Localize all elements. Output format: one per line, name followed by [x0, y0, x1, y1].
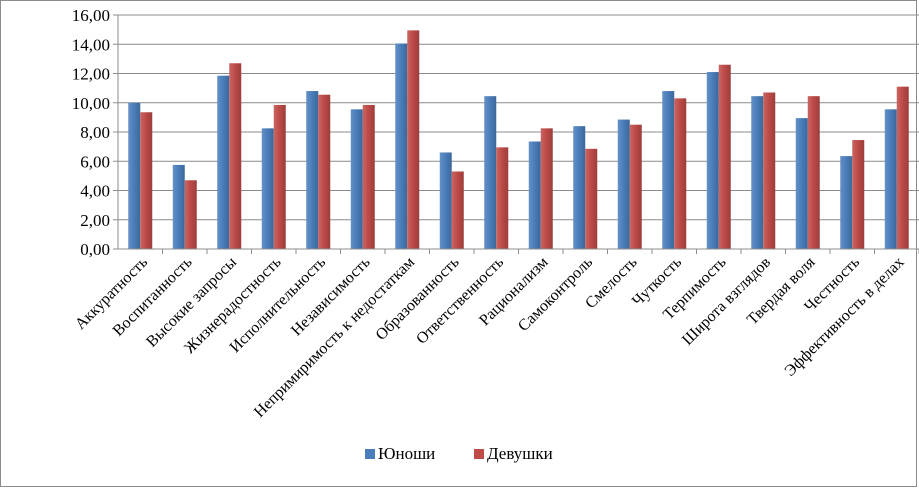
y-tick-label: 12,00 — [72, 65, 110, 84]
bar-series-2 — [140, 112, 153, 249]
bar-series-2 — [674, 98, 687, 249]
bar-series-1 — [128, 102, 141, 249]
bar-series-2 — [896, 86, 909, 249]
bar-series-1 — [706, 72, 719, 249]
gridlines — [118, 14, 919, 221]
bar-series-2 — [718, 64, 731, 249]
y-tick-label: 2,00 — [80, 211, 110, 230]
bars — [128, 30, 909, 250]
bar-series-1 — [528, 141, 541, 249]
y-tick-label: 14,00 — [72, 35, 110, 54]
category-label: Непримиримость к недостаткам — [251, 254, 418, 421]
bar-series-1 — [306, 91, 319, 249]
y-tick-label: 16,00 — [72, 6, 110, 25]
y-tick-label: 6,00 — [80, 152, 110, 171]
bar-series-1 — [573, 126, 586, 249]
axes — [113, 14, 919, 254]
legend-swatch — [365, 449, 375, 459]
bar-series-1 — [172, 164, 185, 249]
bar-series-2 — [318, 94, 331, 249]
bar-series-1 — [884, 109, 897, 249]
bar-series-2 — [184, 180, 197, 249]
bar-series-1 — [751, 96, 764, 249]
bar-series-2 — [540, 128, 553, 249]
bar-series-2 — [273, 104, 286, 249]
legend-swatch — [474, 449, 484, 459]
category-label: Воспитанность — [110, 254, 196, 340]
bar-series-2 — [629, 124, 642, 249]
y-tick-label: 4,00 — [80, 182, 110, 201]
bar-series-1 — [617, 119, 630, 249]
bar-series-1 — [350, 109, 363, 249]
bar-series-2 — [763, 92, 776, 249]
bar-series-2 — [407, 30, 420, 250]
y-tick-label: 8,00 — [80, 123, 110, 142]
bar-series-1 — [395, 43, 408, 249]
bar-series-1 — [217, 75, 230, 249]
y-tick-labels: 0,00 2,00 4,00 6,00 8,00 10,00 12,00 14,00 16,00 — [72, 6, 110, 259]
bar-series-2 — [852, 140, 865, 249]
bar-series-2 — [496, 147, 509, 249]
bar-series-2 — [362, 104, 375, 249]
legend-label: Юноши — [378, 444, 435, 463]
category-label: Независимость — [288, 254, 374, 340]
bar-series-2 — [229, 63, 242, 250]
bar-series-1 — [662, 91, 675, 249]
bar-series-2 — [585, 148, 598, 249]
legend: Юноши Девушки — [365, 444, 553, 463]
bar-series-2 — [807, 96, 820, 249]
bar-series-1 — [484, 96, 497, 249]
bar-series-1 — [840, 156, 853, 249]
legend-label: Девушки — [487, 444, 553, 463]
bar-series-2 — [451, 171, 464, 249]
bar-series-1 — [261, 128, 274, 249]
bar-series-1 — [439, 152, 452, 249]
y-tick-label: 0,00 — [80, 240, 110, 259]
y-tick-label: 10,00 — [72, 94, 110, 113]
bar-series-1 — [795, 118, 808, 249]
